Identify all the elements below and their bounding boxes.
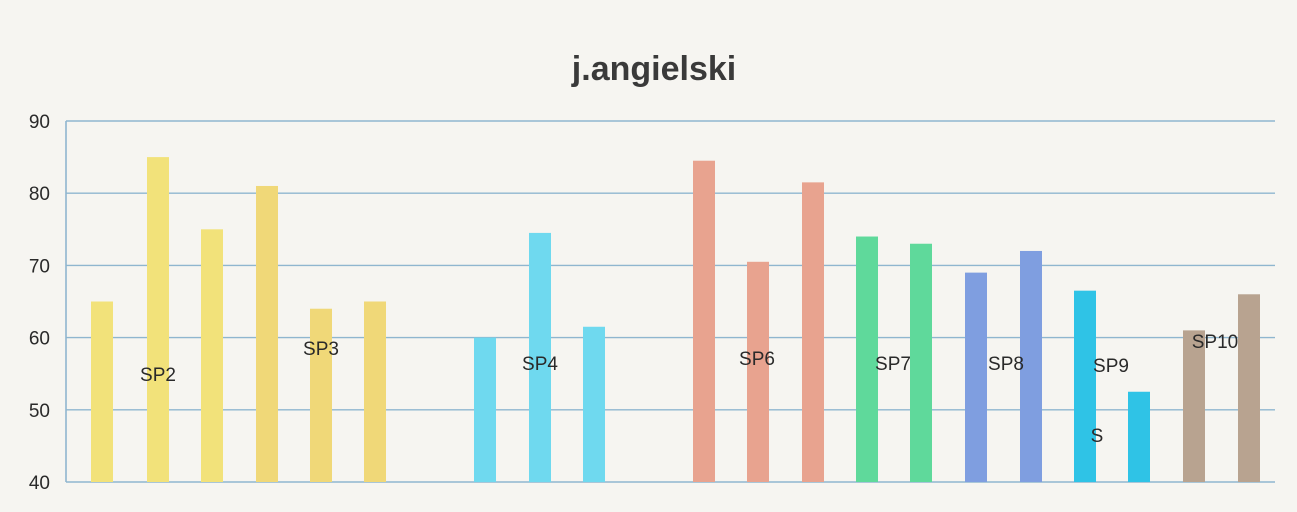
bar-sp3 (310, 308, 332, 482)
bar-sp6 (802, 182, 824, 482)
bar-sp10 (1238, 294, 1260, 482)
bar-sp7 (856, 236, 878, 482)
category-label: SP3 (303, 339, 339, 360)
bar-sp2 (201, 229, 223, 482)
category-label: SP4 (522, 354, 558, 375)
category-label: SP6 (739, 349, 775, 370)
category-label: S (1091, 426, 1104, 447)
category-labels: SP2 SP3 SP4 SP6 SP7 SP8 SP9 S SP10 (140, 332, 1238, 447)
category-label: SP8 (988, 354, 1024, 375)
bar-sp8 (965, 272, 987, 482)
bar-sp8 (1020, 250, 1042, 482)
category-label: SP2 (140, 365, 176, 386)
bar-sp10 (1183, 330, 1205, 482)
bar-sp3 (364, 301, 386, 482)
bar-sp6 (747, 261, 769, 482)
category-label: SP7 (875, 354, 911, 375)
category-label: SP9 (1093, 356, 1129, 377)
bar-sp2 (91, 301, 113, 482)
bar-sp9 (1074, 290, 1096, 482)
y-tick-label: 60 (29, 329, 50, 350)
bar-sp2 (256, 185, 278, 483)
bar-sp6 (693, 160, 715, 482)
y-tick-label: 70 (29, 256, 50, 277)
bar-sp4 (529, 232, 551, 482)
bar-sp9 (1128, 391, 1150, 482)
bars (91, 157, 1260, 483)
y-axis-ticks: 40 50 60 70 80 90 (29, 112, 50, 494)
category-label: SP10 (1192, 332, 1238, 353)
y-tick-label: 50 (29, 401, 50, 422)
y-tick-label: 80 (29, 184, 50, 205)
bar-sp7 (910, 243, 932, 482)
y-tick-label: 40 (29, 473, 50, 494)
bar-sp2 (147, 157, 169, 482)
chart-title: j.angielski (571, 50, 736, 88)
bar-sp4 (474, 337, 496, 482)
y-tick-label: 90 (29, 112, 50, 133)
bar-sp4 (583, 326, 605, 482)
